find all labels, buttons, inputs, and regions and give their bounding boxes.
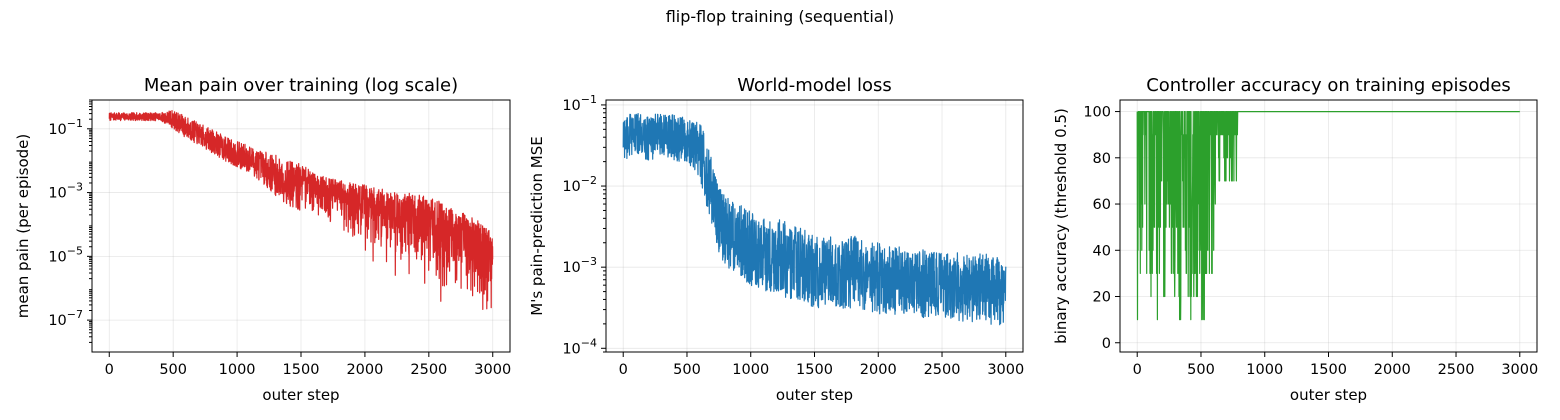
- figure-suptitle: flip-flop training (sequential): [666, 7, 895, 26]
- y-tick-label: 80: [1093, 151, 1111, 167]
- chart-panel-3: 0 500 1000 1500 2000 2500 3000 0 20 40 60 80 100 Cont…: [1052, 75, 1538, 404]
- x-tick-label: 500: [1187, 362, 1215, 378]
- series-line: [622, 113, 1007, 326]
- y-tick-label: 10−7: [48, 308, 83, 329]
- y-tick-label: 10−2: [562, 174, 597, 195]
- x-tick-label: 0: [105, 362, 114, 378]
- x-tick-label: 3000: [474, 362, 511, 378]
- y-axis-label: mean pain (per episode): [14, 134, 32, 319]
- x-tick-label: 0: [619, 362, 628, 378]
- x-tick-label: 500: [673, 362, 701, 378]
- y-axis-label: binary accuracy (threshold 0.5): [1052, 108, 1070, 344]
- x-tick-label: 2500: [1438, 362, 1475, 378]
- chart-title: Controller accuracy on training episodes: [1146, 75, 1511, 96]
- x-axis-label: outer step: [262, 386, 339, 404]
- chart-title: Mean pain over training (log scale): [144, 75, 458, 96]
- y-tick-label: 10−1: [562, 93, 597, 114]
- x-axis-label: outer step: [1290, 386, 1367, 404]
- series-line: [1136, 111, 1521, 321]
- x-tick-label: 2000: [860, 362, 897, 378]
- x-tick-label: 1000: [219, 362, 256, 378]
- y-tick-label: 0: [1102, 336, 1111, 352]
- x-tick-label: 2000: [1374, 362, 1411, 378]
- chart-title: World-model loss: [737, 75, 892, 96]
- y-tick-label: 10−3: [562, 255, 597, 276]
- x-tick-label: 1000: [732, 362, 769, 378]
- x-axis-label: outer step: [776, 386, 853, 404]
- x-tick-label: 2500: [924, 362, 961, 378]
- x-tick-label: 2500: [410, 362, 447, 378]
- x-tick-label: 2000: [346, 362, 383, 378]
- y-tick-label: 100: [1083, 105, 1111, 121]
- x-tick-label: 1500: [796, 362, 833, 378]
- x-tick-label: 1500: [283, 362, 320, 378]
- chart-panel-2: 0 500 1000 1500 2000 2500 3000 10−4 10−3 10−2 10−1…: [528, 75, 1024, 404]
- x-tick-label: 0: [1133, 362, 1142, 378]
- y-tick-label: 60: [1093, 197, 1111, 213]
- y-tick-label: 10−1: [48, 117, 83, 138]
- series-line: [108, 110, 494, 310]
- x-tick-label: 1500: [1310, 362, 1347, 378]
- y-tick-label: 40: [1093, 243, 1111, 259]
- x-tick-label: 3000: [987, 362, 1024, 378]
- y-tick-label: 20: [1093, 290, 1111, 306]
- y-tick-label: 10−4: [562, 336, 597, 357]
- x-tick-label: 500: [159, 362, 187, 378]
- x-tick-label: 1000: [1246, 362, 1283, 378]
- x-tick-label: 3000: [1501, 362, 1538, 378]
- y-axis-label: M's pain-prediction MSE: [528, 136, 546, 315]
- y-tick-label: 10−5: [48, 244, 83, 265]
- chart-panel-1: 0 500 1000 1500 2000 2500 3000 10−7 10−5 10−3 10−1…: [14, 75, 511, 404]
- y-tick-label: 10−3: [48, 181, 83, 202]
